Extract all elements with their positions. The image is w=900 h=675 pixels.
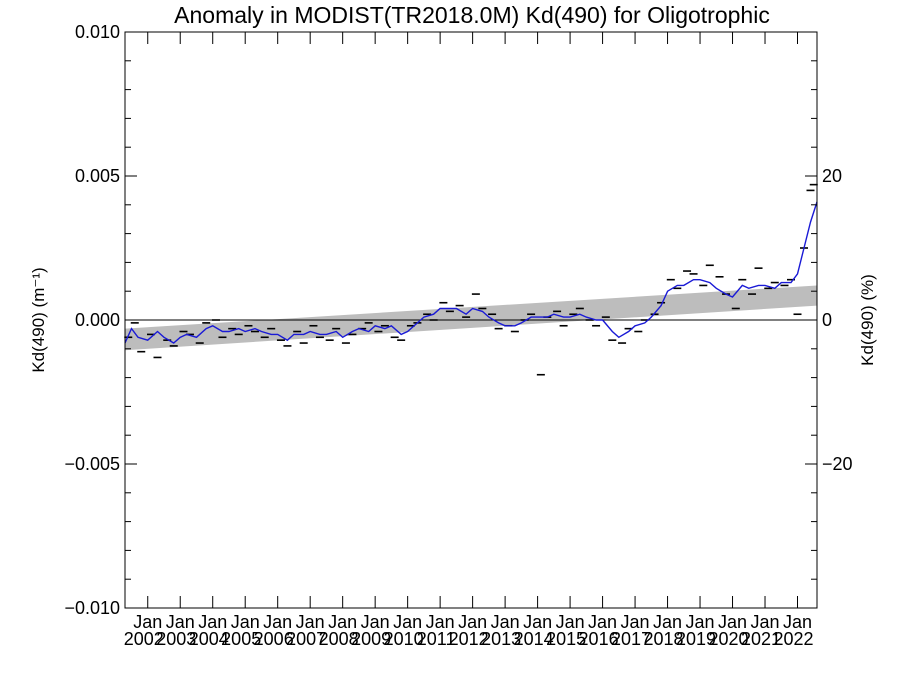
chart-title: Anomaly in MODIST(TR2018.0M) Kd(490) for… (174, 2, 770, 28)
x-tick-year-label: 2005 (221, 629, 261, 649)
x-tick-month-label: Jan (198, 612, 227, 632)
x-tick-year-label: 2020 (709, 629, 749, 649)
x-tick-month-label: Jan (751, 612, 780, 632)
trend-band-layer (125, 285, 817, 351)
x-tick-month-label: Jan (393, 612, 422, 632)
x-tick-month-label: Jan (426, 612, 455, 632)
x-tick-year-label: 2009 (351, 629, 391, 649)
x-tick-month-label: Jan (263, 612, 292, 632)
x-tick-month-label: Jan (361, 612, 390, 632)
x-tick-year-label: 2004 (189, 629, 229, 649)
x-tick-year-label: 2016 (579, 629, 619, 649)
x-tick-year-label: 2021 (741, 629, 781, 649)
y-axis-label: Kd(490) (m⁻¹) (29, 267, 48, 372)
x-tick-month-label: Jan (653, 612, 682, 632)
y-tick-label: 0.005 (75, 166, 120, 186)
x-tick-year-label: 2011 (417, 629, 456, 649)
x-tick-month-label: Jan (458, 612, 487, 632)
x-axis: Jan2002Jan2003Jan2004Jan2005Jan2006Jan20… (124, 32, 814, 649)
smoothed-line-layer (124, 201, 818, 344)
x-tick-year-label: 2015 (546, 629, 586, 649)
x-tick-year-label: 2008 (319, 629, 359, 649)
smoothed-series-line (124, 201, 818, 344)
x-tick-year-label: 2014 (514, 629, 554, 649)
y2-tick-label: 20 (822, 166, 842, 186)
y2-axis-label: Kd(490) (%) (858, 274, 877, 366)
x-tick-month-label: Jan (718, 612, 747, 632)
x-tick-year-label: 2017 (611, 629, 651, 649)
x-tick-month-label: Jan (133, 612, 162, 632)
x-tick-year-label: 2002 (124, 629, 164, 649)
x-tick-month-label: Jan (556, 612, 585, 632)
y-axis: 0.010 0.005 0.000 −0.005 −0.010 (64, 22, 817, 618)
y2-tick-label: 0 (822, 310, 832, 330)
x-tick-year-label: 2013 (481, 629, 521, 649)
y-tick-label: 0.000 (75, 310, 120, 330)
y-tick-label: 0.010 (75, 22, 120, 42)
x-tick-month-label: Jan (588, 612, 617, 632)
x-tick-month-label: Jan (296, 612, 325, 632)
x-tick-year-label: 2019 (676, 629, 716, 649)
trend-band (125, 285, 817, 351)
y-tick-label: −0.005 (64, 454, 120, 474)
x-tick-year-label: 2006 (254, 629, 294, 649)
x-tick-month-label: Jan (491, 612, 520, 632)
x-tick-year-label: 2007 (286, 629, 326, 649)
x-tick-year-label: 2012 (449, 629, 489, 649)
x-tick-year-label: 2003 (156, 629, 196, 649)
y2-tick-label: −20 (822, 454, 853, 474)
x-tick-year-label: 2018 (644, 629, 684, 649)
y-tick-label: −0.010 (64, 598, 120, 618)
x-tick-month-label: Jan (686, 612, 715, 632)
x-tick-month-label: Jan (328, 612, 357, 632)
x-tick-year-label: 2010 (384, 629, 424, 649)
x-tick-month-label: Jan (621, 612, 650, 632)
y2-axis: 20 0 −20 (805, 60, 853, 580)
x-tick-month-label: Jan (783, 612, 812, 632)
monthly-markers-layer (124, 183, 818, 376)
x-tick-year-label: 2022 (773, 629, 813, 649)
x-tick-month-label: Jan (166, 612, 195, 632)
x-tick-month-label: Jan (231, 612, 260, 632)
x-tick-month-label: Jan (523, 612, 552, 632)
